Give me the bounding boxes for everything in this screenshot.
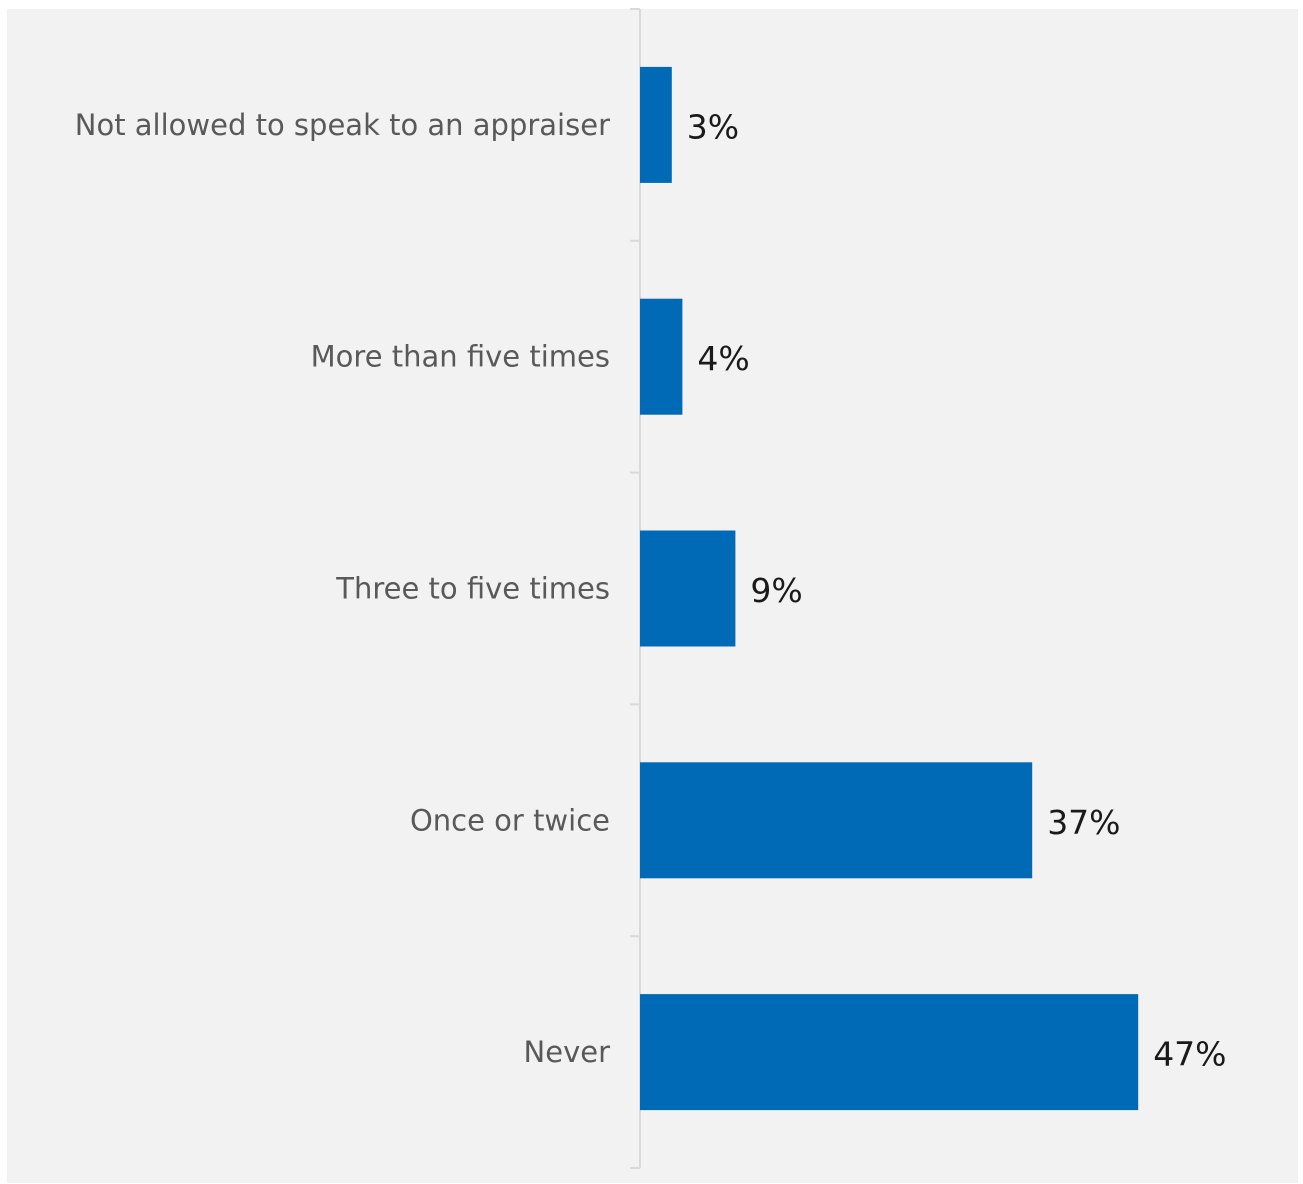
bar: [640, 530, 736, 647]
data-label: 37%: [1047, 803, 1120, 842]
data-label: 9%: [750, 571, 802, 610]
axis-layer: [630, 8, 641, 1169]
labels-layer: Not allowed to speak to an appraiser 3% Mo…: [75, 107, 1227, 1073]
bar: [640, 994, 1139, 1111]
category-label: More than five times: [311, 340, 610, 374]
bar: [640, 762, 1033, 879]
category-label: Not allowed to speak to an appraiser: [75, 108, 610, 142]
category-label: Once or twice: [410, 803, 610, 837]
data-label: 4%: [697, 339, 749, 378]
data-label: 47%: [1153, 1035, 1226, 1074]
category-label: Three to five times: [335, 572, 610, 606]
bars-layer: [640, 66, 1139, 1111]
category-label: Never: [524, 1035, 611, 1069]
data-label: 3%: [687, 107, 739, 146]
bar: [640, 66, 672, 183]
bar: [640, 298, 683, 415]
